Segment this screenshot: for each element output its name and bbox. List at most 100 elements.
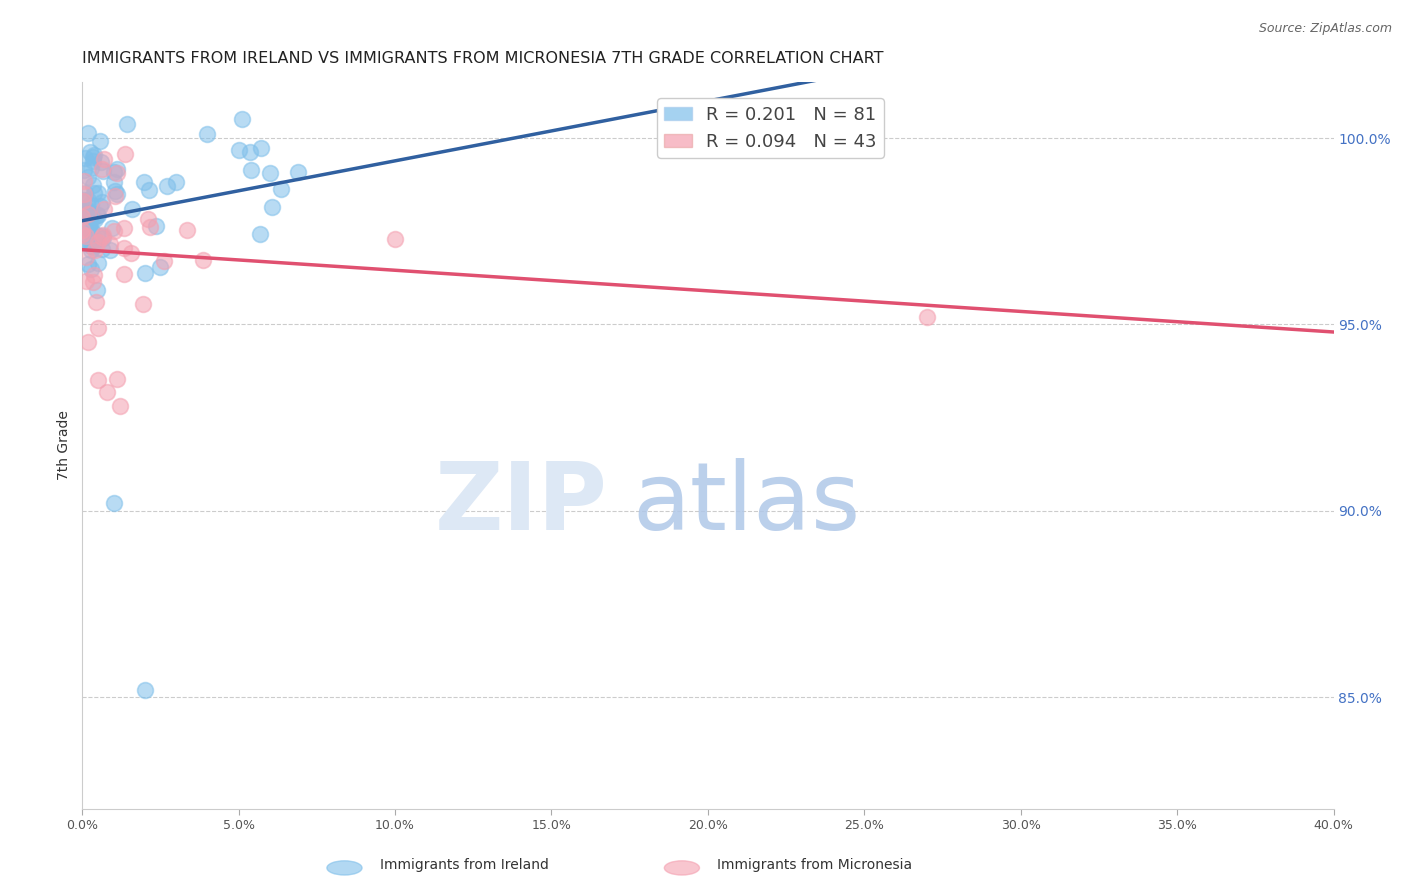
Point (197, 127, 219, 141)
Point (104, 184, 127, 198)
Point (103, 496, 125, 510)
Point (228, 143, 250, 157)
Point (75, 151, 97, 165)
Point (91, 231, 114, 245)
Point (79, 145, 101, 160)
Point (96, 384, 118, 399)
Point (176, 223, 198, 237)
Point (72, 210, 94, 224)
Point (250, 141, 273, 155)
Point (156, 178, 179, 193)
Point (86, 283, 108, 297)
Point (138, 183, 160, 197)
Text: ZIP: ZIP (434, 458, 607, 549)
Point (93, 202, 115, 217)
Point (72, 223, 94, 237)
Point (87, 373, 110, 387)
Point (76, 126, 98, 140)
Point (83, 212, 105, 227)
Point (75, 235, 97, 249)
Y-axis label: 7th Grade: 7th Grade (58, 410, 72, 481)
Point (117, 118, 139, 132)
Point (83, 235, 105, 249)
Point (77, 257, 100, 271)
Point (165, 175, 187, 189)
Point (101, 221, 124, 235)
Point (114, 146, 136, 161)
Point (105, 371, 128, 385)
Point (112, 221, 135, 235)
Point (83, 233, 105, 247)
Point (87, 321, 110, 335)
Text: Immigrants from Micronesia: Immigrants from Micronesia (717, 858, 912, 872)
Point (132, 175, 155, 189)
Point (104, 189, 127, 203)
Point (77, 193, 100, 207)
Text: Immigrants from Ireland: Immigrants from Ireland (380, 858, 548, 872)
Point (239, 145, 262, 159)
Point (73, 174, 96, 188)
Point (270, 182, 292, 196)
Point (80, 161, 103, 175)
Point (191, 252, 214, 267)
Point (87, 186, 110, 201)
Point (259, 166, 281, 180)
Point (79, 219, 101, 233)
Point (80, 197, 103, 211)
Point (105, 186, 128, 201)
Point (82, 178, 104, 192)
Point (86, 228, 108, 243)
Point (103, 224, 125, 238)
Point (93, 153, 115, 167)
Point (75, 274, 97, 288)
Point (98, 236, 121, 251)
Point (82, 211, 104, 225)
Point (91, 161, 114, 176)
Text: IMMIGRANTS FROM IRELAND VS IMMIGRANTS FROM MICRONESIA 7TH GRADE CORRELATION CHAR: IMMIGRANTS FROM IRELAND VS IMMIGRANTS FR… (83, 51, 884, 66)
Point (80, 243, 103, 257)
Point (138, 220, 160, 235)
Point (75, 213, 97, 227)
Point (90, 155, 112, 169)
Point (72, 211, 94, 226)
Point (249, 227, 271, 241)
Legend: R = 0.201   N = 81, R = 0.094   N = 43: R = 0.201 N = 81, R = 0.094 N = 43 (657, 98, 884, 158)
Point (134, 682, 156, 697)
Point (76, 169, 98, 184)
Point (80, 222, 103, 236)
Point (84, 295, 107, 310)
Point (73, 162, 96, 177)
Point (134, 266, 156, 280)
Point (84, 243, 107, 257)
Point (77, 229, 100, 244)
Point (91, 195, 114, 210)
Point (91, 242, 114, 256)
Point (231, 112, 253, 127)
Point (77, 222, 100, 236)
Point (149, 260, 172, 275)
Point (77, 335, 100, 350)
Point (103, 175, 125, 189)
Point (82, 150, 104, 164)
Point (73, 193, 96, 207)
Point (89, 134, 111, 148)
Point (80, 261, 103, 276)
Point (108, 400, 131, 414)
Point (73, 205, 96, 219)
Point (82, 275, 104, 289)
Point (79, 211, 101, 225)
Point (384, 232, 406, 246)
Point (153, 254, 176, 268)
Point (131, 297, 153, 311)
Point (75, 250, 97, 264)
Point (77, 220, 100, 235)
Point (89, 198, 111, 212)
Point (145, 219, 167, 233)
Point (287, 165, 309, 179)
Point (121, 202, 143, 216)
Point (105, 161, 128, 176)
Point (80, 206, 103, 220)
Point (87, 256, 110, 270)
Point (136, 212, 159, 227)
Point (112, 241, 135, 255)
